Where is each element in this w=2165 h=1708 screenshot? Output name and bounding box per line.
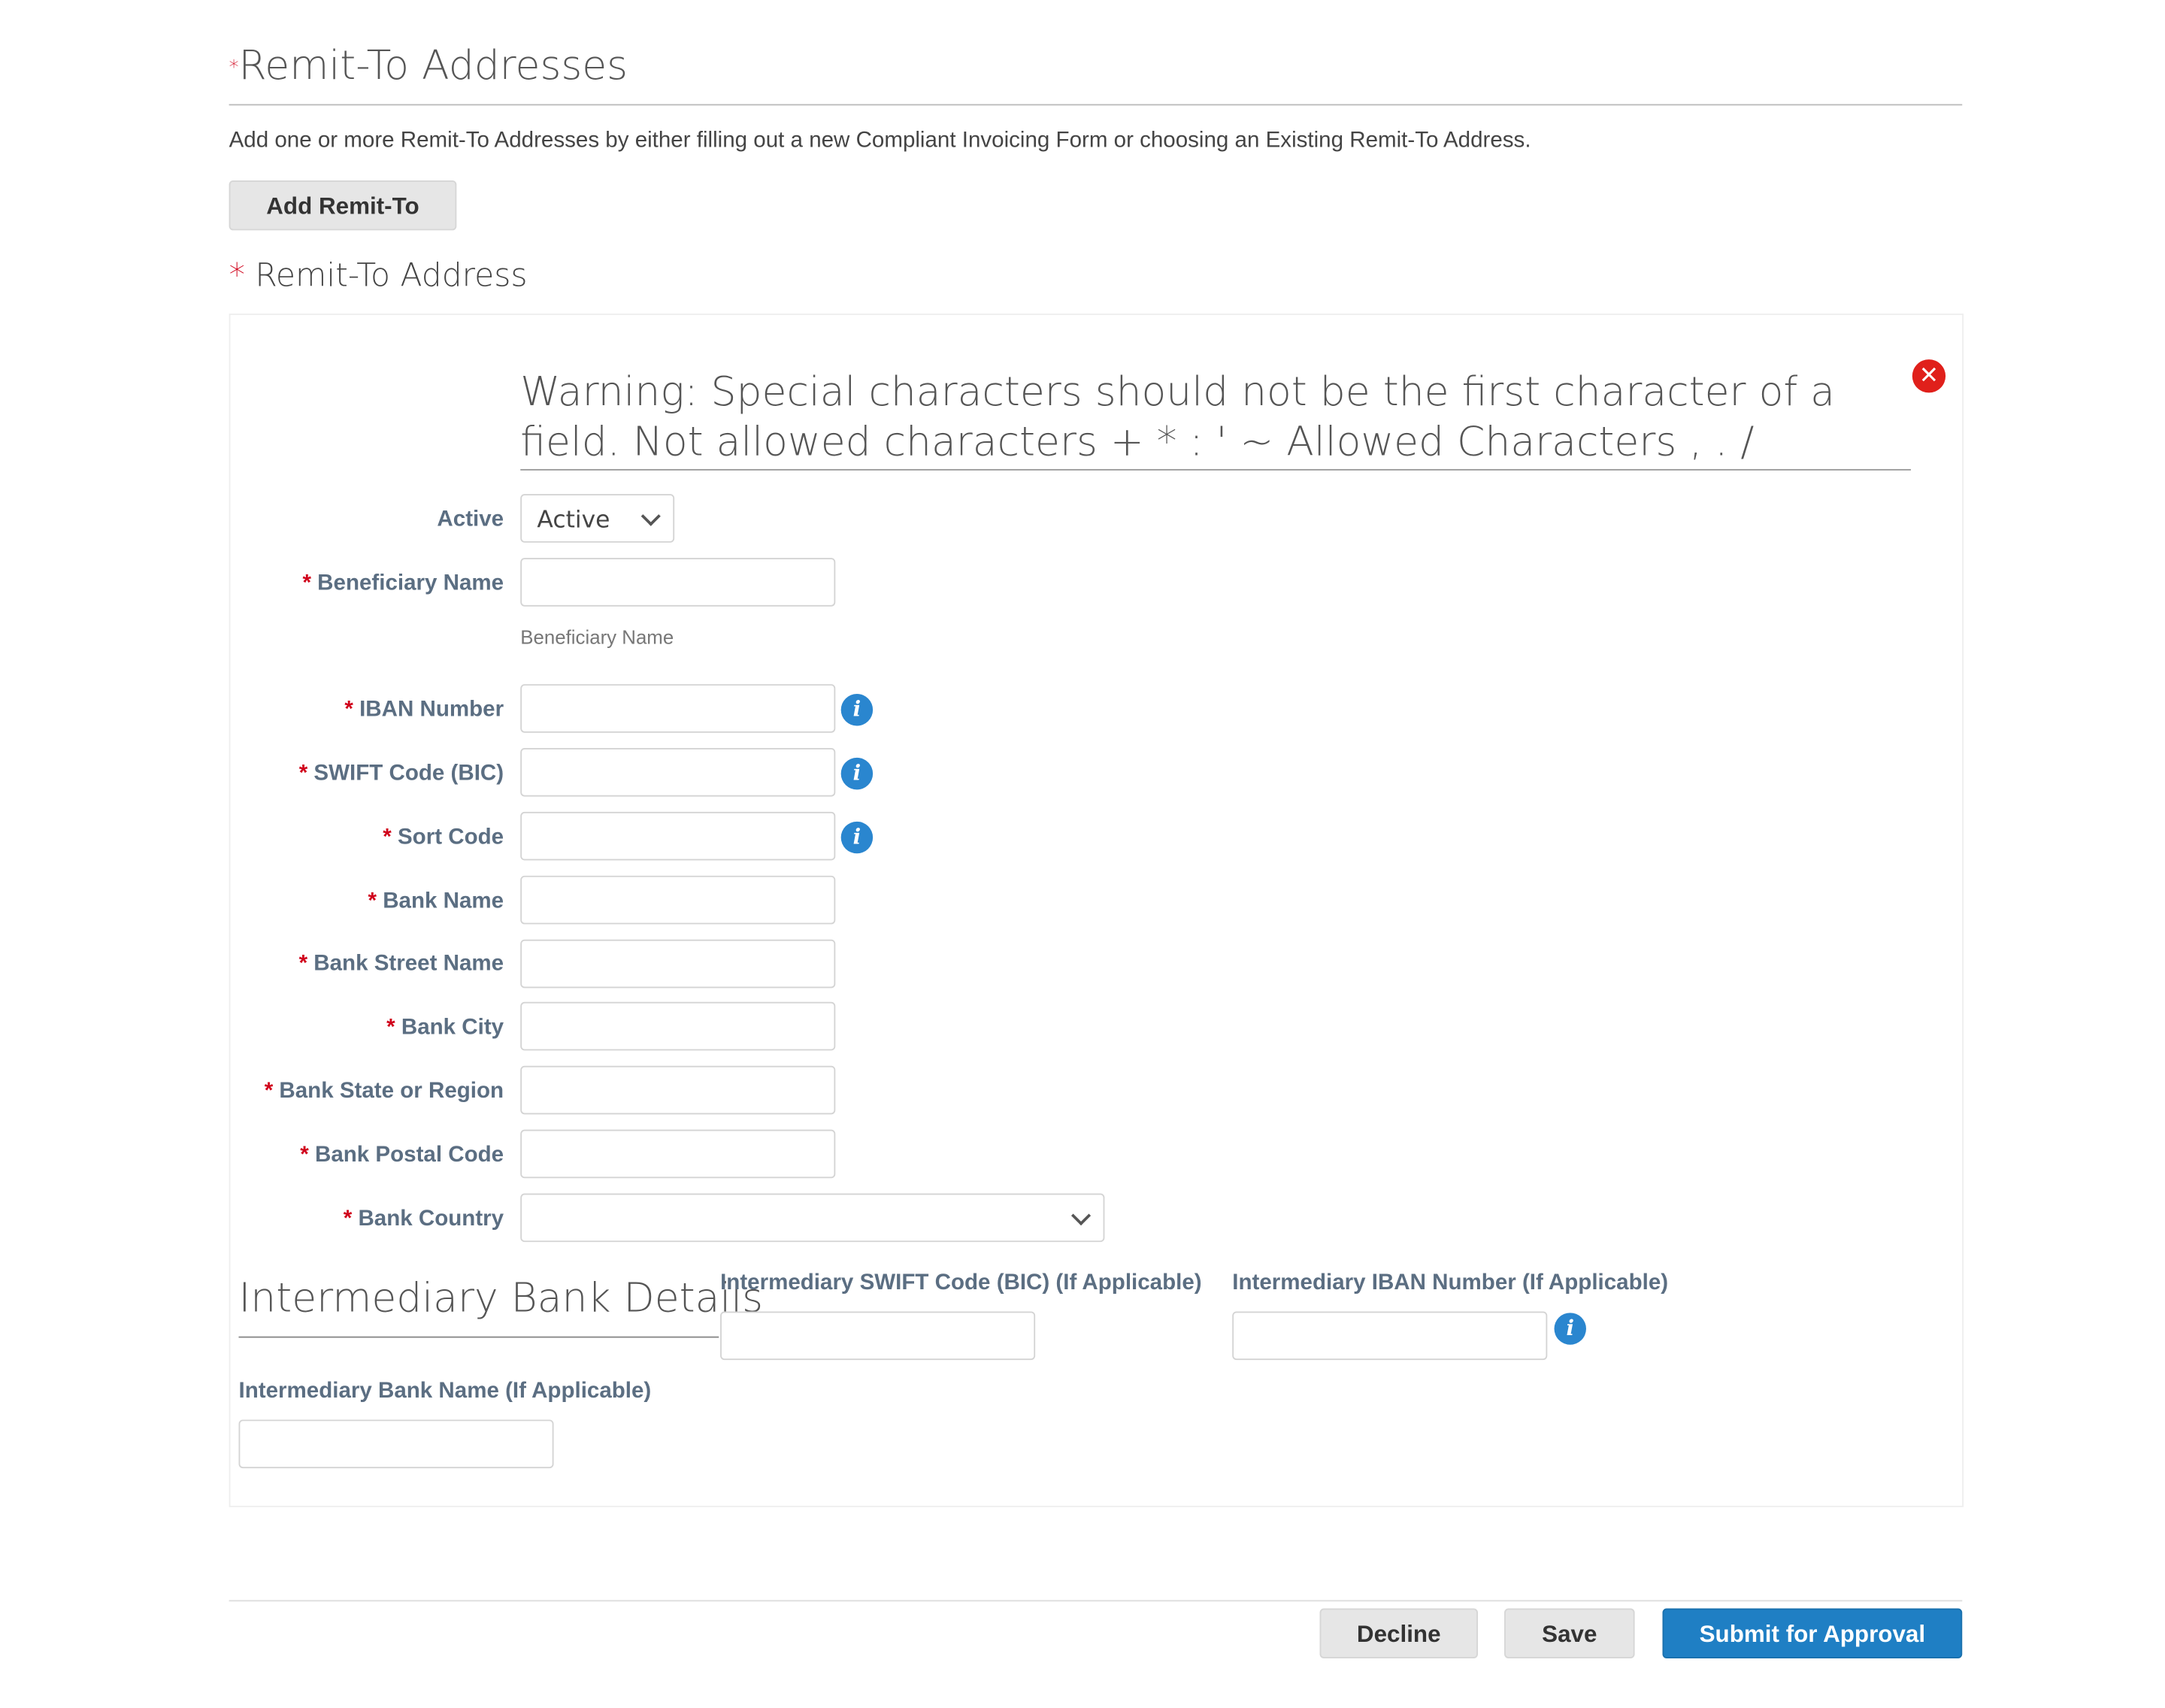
active-select[interactable]: Active — [520, 494, 675, 543]
section-title: *Remit-To Addresses — [229, 41, 628, 89]
intermediary-swift-label: Intermediary SWIFT Code (BIC) (If Applic… — [720, 1270, 1202, 1295]
bank-state-label: * Bank State or Region — [264, 1080, 504, 1104]
iban-input[interactable] — [520, 684, 836, 733]
divider — [238, 1336, 719, 1338]
active-label: Active — [437, 507, 504, 532]
iban-label: * IBAN Number — [344, 698, 504, 722]
bank-state-input[interactable] — [520, 1065, 836, 1115]
bank-street-label: * Bank Street Name — [298, 952, 504, 976]
sort-code-label: * Sort Code — [383, 825, 504, 849]
submit-for-approval-button[interactable]: Submit for Approval — [1662, 1608, 1963, 1658]
info-icon[interactable]: i — [1554, 1313, 1586, 1345]
close-icon[interactable]: ✕ — [1912, 359, 1946, 393]
save-button[interactable]: Save — [1504, 1608, 1635, 1658]
bank-country-label: * Bank Country — [343, 1207, 504, 1231]
section-description: Add one or more Remit-To Addresses by ei… — [229, 129, 1531, 153]
bank-country-select[interactable] — [520, 1193, 1105, 1243]
warning-message: Warning: Special characters should not b… — [520, 368, 1836, 465]
bank-city-label: * Bank City — [386, 1016, 504, 1040]
swift-input[interactable] — [520, 747, 836, 797]
beneficiary-name-hint: Beneficiary Name — [520, 625, 674, 649]
divider — [520, 468, 1911, 471]
bank-name-input[interactable] — [520, 875, 836, 925]
beneficiary-name-label: * Beneficiary Name — [302, 571, 504, 595]
address-panel — [229, 313, 1964, 1507]
sort-code-input[interactable] — [520, 811, 836, 861]
intermediary-bank-name-label: Intermediary Bank Name (If Applicable) — [238, 1379, 652, 1404]
bank-postal-label: * Bank Postal Code — [300, 1143, 504, 1167]
info-icon[interactable]: i — [840, 694, 874, 726]
chevron-down-icon — [640, 506, 661, 526]
bank-postal-input[interactable] — [520, 1129, 836, 1179]
bank-street-input[interactable] — [520, 939, 836, 989]
intermediary-iban-input[interactable] — [1232, 1311, 1548, 1361]
info-icon[interactable]: i — [840, 821, 874, 854]
info-icon[interactable]: i — [840, 757, 874, 790]
intermediary-title: Intermediary Bank Details — [238, 1273, 764, 1322]
beneficiary-name-input[interactable] — [520, 558, 836, 607]
divider — [229, 1600, 1963, 1602]
decline-button[interactable]: Decline — [1319, 1608, 1478, 1658]
add-remit-to-button[interactable]: Add Remit-To — [229, 180, 457, 231]
chevron-down-icon — [1070, 1206, 1092, 1226]
swift-label: * SWIFT Code (BIC) — [298, 762, 504, 786]
bank-name-label: * Bank Name — [368, 889, 504, 913]
intermediary-bank-name-input[interactable] — [238, 1419, 554, 1469]
divider — [229, 104, 1963, 106]
intermediary-swift-input[interactable] — [720, 1311, 1036, 1361]
bank-city-input[interactable] — [520, 1001, 836, 1051]
intermediary-iban-label: Intermediary IBAN Number (If Applicable) — [1232, 1270, 1669, 1295]
address-title: * Remit-To Address — [229, 258, 528, 295]
